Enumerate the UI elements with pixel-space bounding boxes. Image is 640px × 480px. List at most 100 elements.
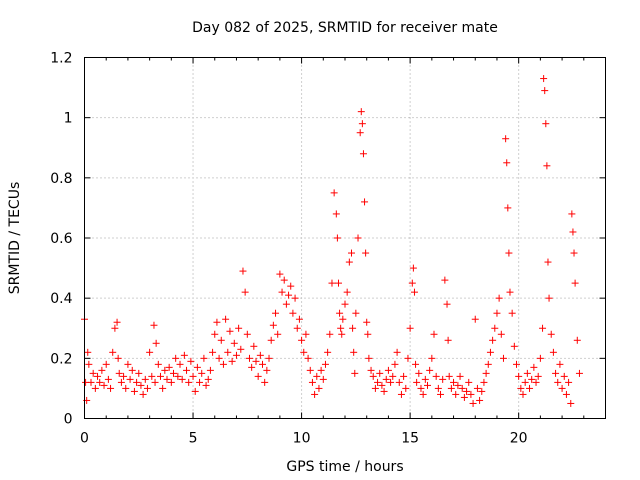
data-point xyxy=(476,396,484,404)
data-point xyxy=(213,318,221,326)
data-point xyxy=(293,324,301,332)
data-point xyxy=(460,393,468,401)
data-point xyxy=(193,363,201,371)
data-point xyxy=(306,366,314,374)
data-point xyxy=(463,387,471,395)
data-point xyxy=(545,294,553,302)
data-point xyxy=(324,348,332,356)
data-point xyxy=(130,387,138,395)
data-point xyxy=(404,354,412,362)
data-point xyxy=(191,387,199,395)
data-point xyxy=(409,264,417,272)
data-point xyxy=(480,378,488,386)
data-point xyxy=(380,387,388,395)
data-point xyxy=(250,342,258,350)
data-point xyxy=(376,369,384,377)
data-point xyxy=(374,378,382,386)
data-point xyxy=(317,366,325,374)
data-point xyxy=(211,330,219,338)
data-point xyxy=(410,288,418,296)
data-point xyxy=(224,348,232,356)
data-point xyxy=(454,381,462,389)
data-point xyxy=(174,372,182,380)
data-point xyxy=(395,378,403,386)
data-point xyxy=(104,375,112,383)
data-point xyxy=(311,390,319,398)
data-point xyxy=(308,378,316,386)
data-point xyxy=(510,342,518,350)
data-point xyxy=(196,378,204,386)
data-point xyxy=(437,390,445,398)
data-point xyxy=(367,366,375,374)
data-point xyxy=(120,372,128,380)
data-point xyxy=(252,357,260,365)
data-point xyxy=(269,321,277,329)
data-point xyxy=(332,210,340,218)
y-axis-label: SRMTID / TECUs xyxy=(7,182,23,295)
y-tick-label: 0.6 xyxy=(50,231,72,247)
data-point xyxy=(351,369,359,377)
data-point xyxy=(503,159,511,167)
data-point xyxy=(575,369,583,377)
points-layer xyxy=(81,75,583,407)
data-point xyxy=(428,354,436,362)
data-point xyxy=(434,384,442,392)
data-point xyxy=(369,372,377,380)
data-point xyxy=(491,324,499,332)
data-point xyxy=(280,276,288,284)
data-point xyxy=(558,384,566,392)
data-point xyxy=(426,366,434,374)
data-point xyxy=(163,375,171,383)
data-point xyxy=(263,366,271,374)
data-point xyxy=(235,324,243,332)
data-point xyxy=(469,399,477,407)
data-point xyxy=(326,330,334,338)
y-tick-label: 0.4 xyxy=(50,291,72,307)
data-point xyxy=(206,366,214,374)
data-point xyxy=(415,369,423,377)
data-point xyxy=(230,339,238,347)
data-point xyxy=(151,378,159,386)
data-point xyxy=(554,378,562,386)
data-point xyxy=(341,300,349,308)
data-point xyxy=(189,372,197,380)
data-point xyxy=(302,330,310,338)
data-point xyxy=(499,354,507,362)
data-point xyxy=(397,390,405,398)
data-point xyxy=(378,381,386,389)
data-point xyxy=(100,381,108,389)
data-point xyxy=(200,354,208,362)
data-point xyxy=(505,249,513,257)
data-point xyxy=(493,309,501,317)
data-point xyxy=(444,336,452,344)
data-point xyxy=(165,363,173,371)
data-point xyxy=(465,378,473,386)
data-point xyxy=(536,354,544,362)
data-point xyxy=(159,384,167,392)
data-point xyxy=(348,249,356,257)
data-point xyxy=(150,321,158,329)
data-point xyxy=(285,291,293,299)
data-point xyxy=(452,390,460,398)
data-point xyxy=(98,366,106,374)
data-point xyxy=(439,375,447,383)
data-point xyxy=(204,375,212,383)
data-point xyxy=(256,351,264,359)
data-point xyxy=(128,366,136,374)
data-point xyxy=(519,390,527,398)
grid-layer xyxy=(84,57,606,419)
data-point xyxy=(334,279,342,287)
data-point xyxy=(495,294,503,302)
data-point xyxy=(365,354,373,362)
data-point xyxy=(313,372,321,380)
data-point xyxy=(362,249,370,257)
data-point xyxy=(406,324,414,332)
data-point xyxy=(143,384,151,392)
data-point xyxy=(122,384,130,392)
data-point xyxy=(421,375,429,383)
data-point xyxy=(569,228,577,236)
x-tick-label: 5 xyxy=(189,431,198,447)
data-point xyxy=(521,378,529,386)
data-point xyxy=(345,258,353,266)
data-point xyxy=(115,369,123,377)
